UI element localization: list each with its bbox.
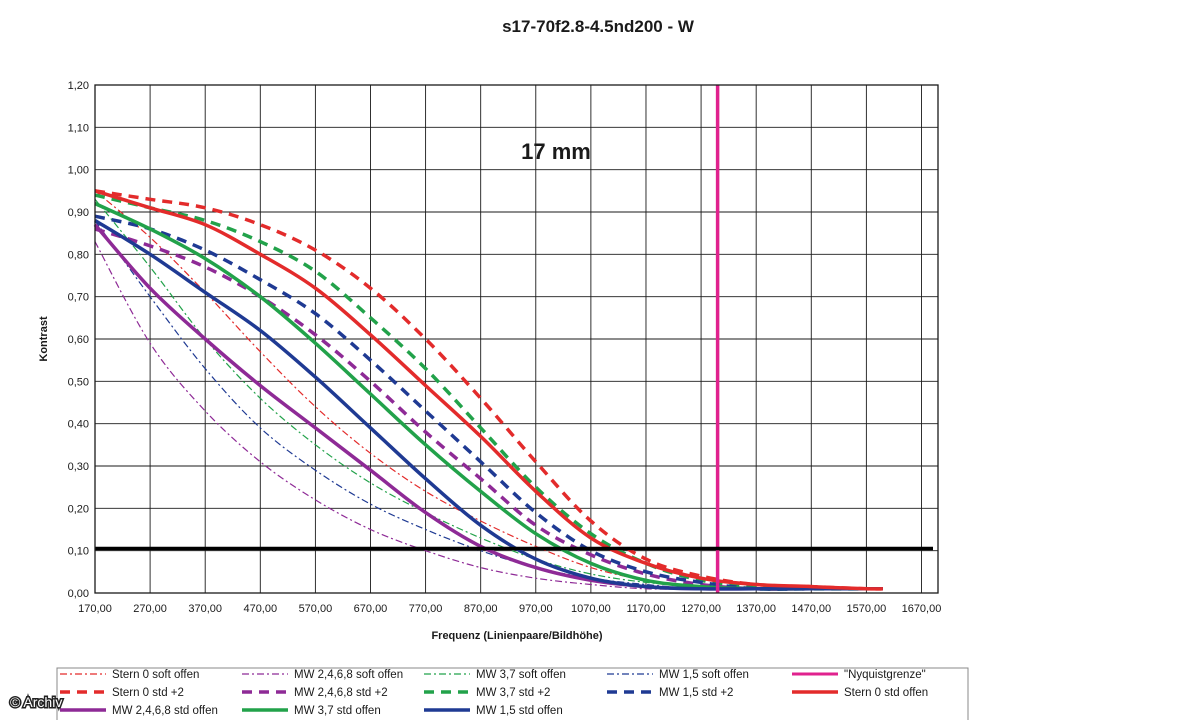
x-tick-label: 270,00 — [133, 603, 167, 615]
x-tick-label: 570,00 — [299, 603, 333, 615]
plot-frame — [94, 84, 939, 594]
series-lines — [93, 189, 883, 591]
legend-label: MW 2,4,6,8 soft offen — [294, 669, 403, 681]
annotation-focal-length: 17 mm — [521, 139, 591, 164]
y-tick-label: 0,00 — [68, 588, 89, 600]
y-tick-label: 1,20 — [68, 80, 89, 92]
x-tick-label: 1070,00 — [571, 603, 611, 615]
x-tick-label: 1270,00 — [681, 603, 721, 615]
legend-label: MW 1,5 std +2 — [659, 687, 733, 699]
x-tick-label: 870,00 — [464, 603, 498, 615]
x-tick-label: 1470,00 — [791, 603, 831, 615]
series-line-8 — [94, 214, 883, 591]
legend-box — [56, 667, 969, 720]
y-tick-label: 0,90 — [68, 207, 89, 219]
series-line-2 — [94, 198, 883, 590]
y-tick-label: 0,50 — [68, 376, 89, 388]
x-tick-label: 1670,00 — [902, 603, 942, 615]
y-axis-label: Kontrast — [38, 316, 50, 362]
legend-label: MW 1,5 soft offen — [659, 669, 749, 681]
legend-label: MW 1,5 std offen — [476, 705, 563, 717]
x-tick-label: 1370,00 — [736, 603, 776, 615]
legend-label: Stern 0 soft offen — [112, 669, 199, 681]
legend-label: Stern 0 std +2 — [112, 687, 184, 699]
watermark: © Archiv — [10, 694, 62, 710]
x-tick-label: 1570,00 — [846, 603, 886, 615]
y-tick-label: 0,20 — [68, 503, 89, 515]
x-tick-label: 370,00 — [188, 603, 222, 615]
legend: Stern 0 soft offen MW 2,4,6,8 soft offen M… — [60, 669, 928, 717]
x-tick-label: 170,00 — [78, 603, 112, 615]
chart-title: s17-70f2.8-4.5nd200 - W — [502, 17, 695, 36]
y-tick-label: 1,10 — [68, 122, 89, 134]
legend-label: MW 3,7 soft offen — [476, 669, 566, 681]
x-tick-label: 470,00 — [243, 603, 277, 615]
series-line-7 — [94, 193, 883, 591]
legend-label: Stern 0 std offen — [844, 687, 928, 699]
y-tick-label: 0,30 — [68, 461, 89, 473]
x-axis-label: Frequenz (Linienpaare/Bildhöhe) — [431, 630, 602, 642]
x-tick-label: 1170,00 — [627, 603, 666, 615]
y-tick-label: 0,80 — [68, 249, 89, 261]
series-line-12 — [94, 219, 883, 591]
y-tick-label: 0,10 — [68, 546, 89, 558]
legend-label: MW 2,4,6,8 std offen — [112, 705, 218, 717]
y-tick-label: 0,70 — [68, 292, 89, 304]
legend-label: "Nyquistgrenze" — [844, 669, 926, 681]
series-line-3 — [94, 220, 883, 590]
legend-label: MW 3,7 std offen — [294, 705, 381, 717]
legend-label: MW 2,4,6,8 std +2 — [294, 687, 388, 699]
grid — [94, 84, 938, 594]
x-tick-label: 770,00 — [409, 603, 443, 615]
y-tick-label: 0,60 — [68, 334, 89, 346]
y-tick-labels: 0,00 0,10 0,20 0,30 0,40 0,50 0,60 0,70 0,80 0,90… — [68, 80, 89, 600]
x-tick-label: 970,00 — [519, 603, 553, 615]
series-line-9 — [94, 189, 883, 591]
y-tick-label: 1,00 — [68, 165, 89, 177]
x-tick-label: 670,00 — [354, 603, 388, 615]
reference-lines — [95, 85, 933, 593]
y-tick-label: 0,40 — [68, 419, 89, 431]
series-line-1 — [94, 241, 883, 590]
legend-label: MW 3,7 std +2 — [476, 687, 550, 699]
x-tick-labels: 170,00 270,00 370,00 470,00 570,00 670,00 770,… — [78, 603, 941, 615]
